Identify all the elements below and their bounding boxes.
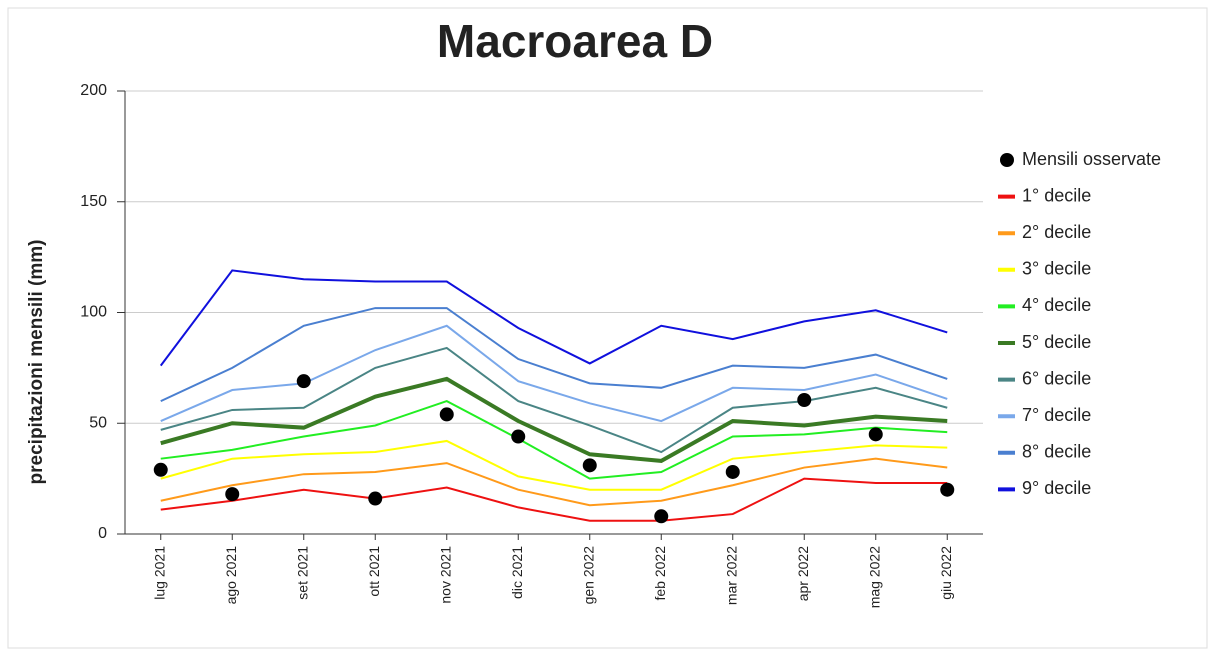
x-tick-label: set 2021 [294,546,310,600]
legend-label: Mensili osservate [1022,149,1161,169]
x-tick-label: lug 2021 [151,546,167,600]
x-tick-label: ott 2021 [366,546,382,597]
x-tick-label: apr 2022 [795,546,811,601]
y-axis-label: precipitazioni mensili (mm) [26,240,47,485]
x-tick-label: ago 2021 [223,546,239,605]
series-line [160,376,948,463]
legend-label: 2° decile [1022,222,1091,242]
observed-point [582,458,597,473]
legend-marker [1000,153,1014,167]
x-tick-label: dic 2021 [509,546,525,599]
observed-point [725,464,740,479]
legend-label: 5° decile [1022,332,1091,352]
x-tick-label: mag 2022 [866,546,882,608]
series-line [160,477,948,522]
observed-point [940,482,955,497]
observed-point [868,427,883,442]
observed-point [797,392,812,407]
observed-point [225,487,240,502]
legend-label: 8° decile [1022,442,1091,462]
legend-label: 3° decile [1022,259,1091,279]
y-tick-label: 150 [80,193,107,210]
observed-point [654,509,669,524]
legend-label: 6° decile [1022,368,1091,388]
observed-point [153,462,168,477]
series-line [160,457,948,507]
observed-point [439,407,454,422]
chart-title: Macroarea D [437,15,713,67]
x-tick-label: mar 2022 [723,546,739,605]
legend-label: 4° decile [1022,295,1091,315]
frame [7,7,1208,649]
legend-label: 7° decile [1022,405,1091,425]
x-tick-label: giu 2022 [938,546,954,600]
legend-label: 9° decile [1022,478,1091,498]
y-tick-label: 50 [89,414,107,431]
observed-point [368,491,383,506]
legend-label: 1° decile [1022,185,1091,205]
observed-point [296,374,311,389]
y-tick-label: 0 [98,525,107,542]
series-line [160,400,948,480]
series-line [159,269,948,367]
series-line [160,439,948,491]
y-tick-label: 100 [80,304,107,321]
x-tick-label: nov 2021 [437,546,453,604]
y-tick-label: 200 [80,82,107,99]
x-tick-label: gen 2022 [580,546,596,605]
series-line [160,346,948,454]
series-line [160,307,948,403]
observed-point [511,429,526,444]
series-line [160,324,948,423]
x-tick-label: feb 2022 [652,546,668,601]
